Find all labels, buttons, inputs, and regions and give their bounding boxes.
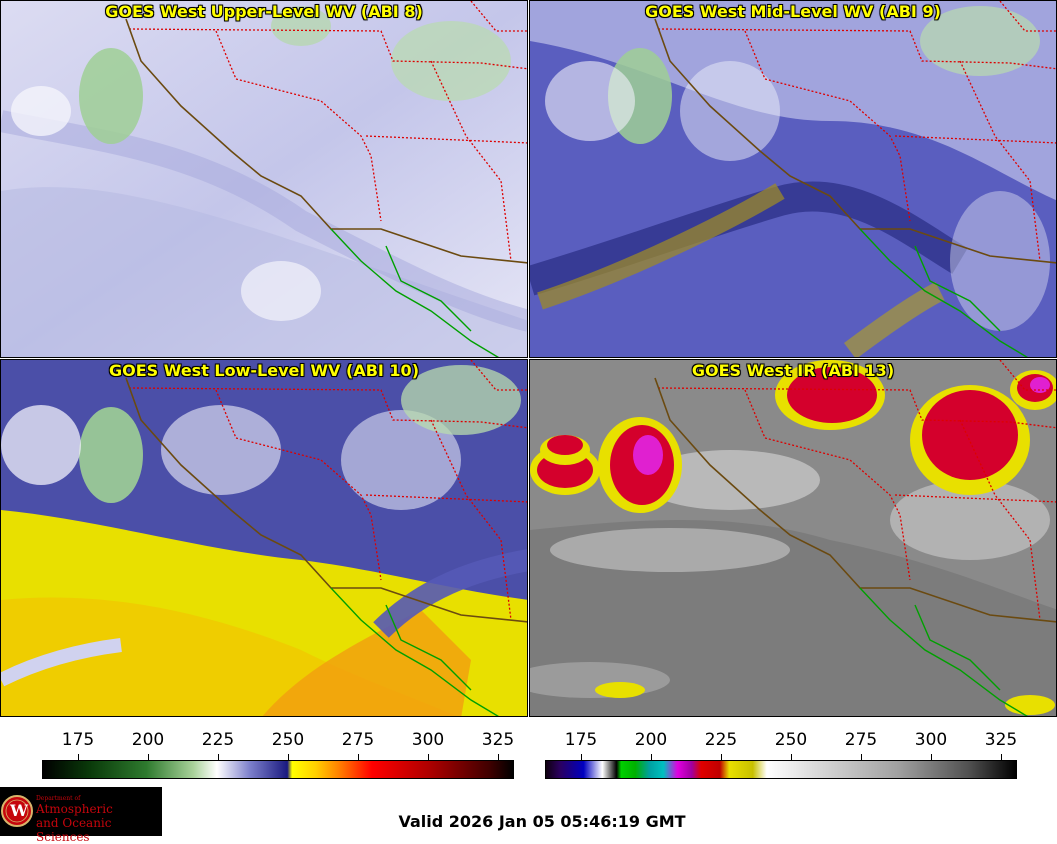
wv-tick-label: 200 — [131, 730, 165, 750]
panel-title: GOES West Mid-Level WV (ABI 9) — [645, 2, 941, 21]
wv-tick-label: 225 — [201, 730, 235, 750]
ir-tick — [651, 754, 652, 760]
panel-upper-wv: GOES West Upper-Level WV (ABI 8) — [0, 0, 528, 358]
panel-title: GOES West IR (ABI 13) — [691, 361, 895, 380]
ir-tick-label: 275 — [844, 730, 878, 750]
panel-low-wv: GOES West Low-Level WV (ABI 10) — [0, 359, 528, 717]
valid-time: Valid 2026 Jan 05 05:46:19 GMT — [398, 812, 686, 831]
ir-tick-label: 175 — [564, 730, 598, 750]
ir-tick-label: 325 — [984, 730, 1018, 750]
ir-colorbar — [545, 760, 1017, 779]
ir-tick-label: 225 — [704, 730, 738, 750]
ir-tick — [861, 754, 862, 760]
low-wv-image — [1, 360, 527, 716]
ir-tick — [581, 754, 582, 760]
ir-image — [530, 360, 1056, 716]
logo-line1: Department of — [36, 795, 81, 802]
mid-wv-image — [530, 1, 1056, 357]
panel-title: GOES West Upper-Level WV (ABI 8) — [105, 2, 423, 21]
uw-seal-icon — [1, 795, 33, 827]
wv-tick — [78, 754, 79, 760]
panel-title: GOES West Low-Level WV (ABI 10) — [108, 361, 419, 380]
wv-tick-label: 250 — [271, 730, 305, 750]
wv-colorbar — [42, 760, 514, 779]
wv-tick — [358, 754, 359, 760]
logo-line2: Atmospheric — [36, 802, 113, 816]
wv-tick-label: 300 — [411, 730, 445, 750]
ir-tick-label: 250 — [774, 730, 808, 750]
wv-tick — [288, 754, 289, 760]
ir-tick — [791, 754, 792, 760]
wv-tick-label: 325 — [481, 730, 515, 750]
ir-tick-label: 200 — [634, 730, 668, 750]
upper-wv-image — [1, 1, 527, 357]
panel-ir: GOES West IR (ABI 13) — [529, 359, 1057, 717]
wv-tick — [498, 754, 499, 760]
ir-tick — [1001, 754, 1002, 760]
wv-tick-label: 275 — [341, 730, 375, 750]
wv-tick-label: 175 — [61, 730, 95, 750]
wv-tick — [148, 754, 149, 760]
wv-tick — [218, 754, 219, 760]
panel-mid-wv: GOES West Mid-Level WV (ABI 9) — [529, 0, 1057, 358]
wv-tick — [428, 754, 429, 760]
ir-tick — [721, 754, 722, 760]
ir-tick — [931, 754, 932, 760]
seal-letter: W — [10, 801, 28, 820]
ir-tick-label: 300 — [914, 730, 948, 750]
